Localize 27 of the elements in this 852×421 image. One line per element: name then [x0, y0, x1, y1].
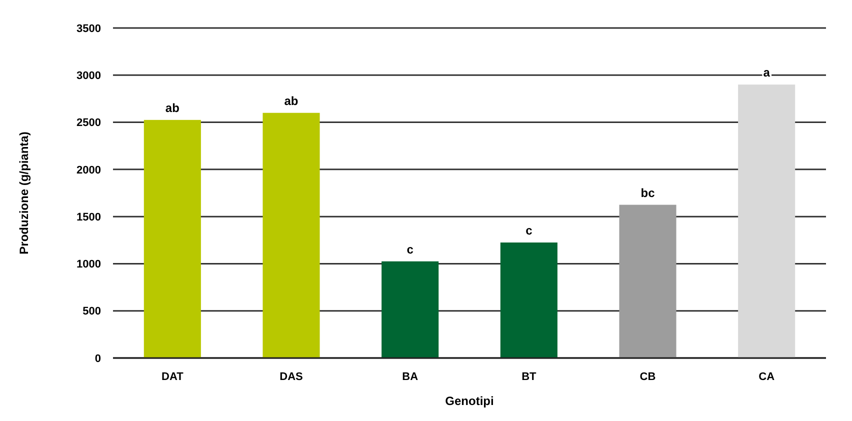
y-axis-title: Produzione (g/pianta)	[17, 132, 31, 254]
y-tick-label: 1000	[76, 258, 101, 271]
bar	[738, 84, 796, 358]
bar	[500, 242, 558, 358]
bar	[262, 112, 320, 358]
annotation: bc	[640, 186, 656, 200]
x-tick-label: BT	[522, 371, 537, 383]
bar	[382, 261, 439, 358]
x-tick-label: CA	[758, 371, 775, 383]
bar	[144, 120, 201, 358]
y-tick-label: 2500	[76, 117, 101, 130]
x-tick-label: DAS	[280, 371, 303, 383]
bar	[619, 204, 676, 358]
annotation: c	[526, 224, 533, 238]
y-tick-label: 0	[94, 352, 101, 365]
y-tick-label: 2000	[76, 164, 101, 176]
y-tick-label: 3500	[76, 22, 101, 35]
y-tick-label: 3000	[76, 70, 101, 82]
annotation: ab	[165, 100, 180, 115]
annotation: c	[406, 242, 414, 256]
x-axis-title: Genotipi	[445, 394, 494, 408]
x-tick-label: BA	[402, 371, 418, 383]
x-tick-label: CB	[640, 371, 656, 383]
y-tick-label: 500	[82, 306, 101, 318]
x-tick-label: DAT	[162, 371, 184, 383]
y-tick-label: 1500	[76, 211, 101, 224]
annotation: ab	[284, 94, 298, 108]
